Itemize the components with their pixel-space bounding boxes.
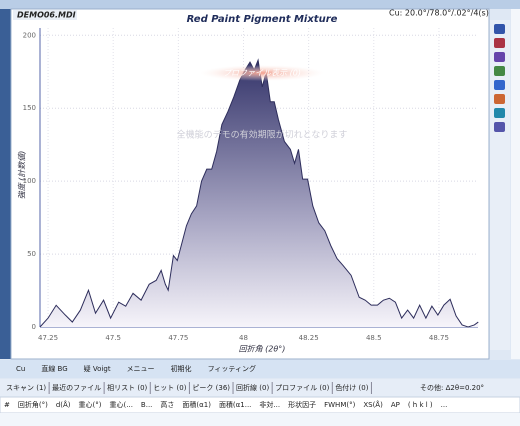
status: Cu: 20.0°/78.0°/.02°/4(s)	[389, 9, 489, 18]
top-bar	[0, 0, 520, 9]
column-header[interactable]: d(Å)	[56, 400, 71, 409]
column-header[interactable]: 高さ	[160, 400, 174, 409]
tab[interactable]: ヒット (0)	[153, 384, 186, 392]
toolbar-button[interactable]: フィッティング	[208, 364, 256, 373]
file-tab[interactable]	[13, 10, 77, 20]
column-header[interactable]: 面積(α1...	[219, 400, 251, 409]
column-header[interactable]: 回折角(°)	[18, 400, 48, 409]
fit-toolbar	[0, 360, 520, 378]
x-tick-label: 48	[239, 334, 248, 342]
x-tick-label: 47.75	[168, 334, 188, 342]
file-tab-label: DEMO06.MDI	[17, 11, 76, 20]
x-tick-label: 47.25	[38, 334, 58, 342]
column-header[interactable]: 面積(α1)	[182, 400, 211, 409]
tab[interactable]: 色付け (0)	[335, 383, 368, 392]
area	[40, 60, 479, 328]
column-header[interactable]: 形状因子	[288, 400, 316, 409]
toolbar-button[interactable]: 初期化	[171, 364, 192, 373]
column-header[interactable]: ( h k l )	[408, 401, 433, 409]
tool-icon[interactable]	[494, 80, 505, 90]
side-list	[511, 9, 520, 359]
column-header[interactable]: ...	[441, 401, 448, 409]
column-header[interactable]: #	[4, 401, 10, 409]
toolbar-button[interactable]: Cu	[16, 365, 25, 373]
x-tick-label: 48.25	[299, 334, 319, 342]
chart-title: Red Paint Pigment Mixture	[187, 14, 338, 25]
left-strip	[0, 9, 11, 359]
column-header[interactable]: 重心(...	[110, 401, 133, 409]
column-header[interactable]: 重心(°)	[79, 401, 102, 409]
annotation-glow	[200, 65, 324, 81]
x-tick-label: 47.5	[105, 334, 121, 342]
y-axis-label: 強度 (計数値)	[18, 151, 27, 200]
toolbar-button[interactable]: メニュー	[127, 365, 155, 373]
tab[interactable]: スキャン (1)	[6, 384, 46, 392]
tab[interactable]: プロファイル (0)	[275, 384, 329, 392]
tool-icon[interactable]	[494, 94, 505, 104]
tab[interactable]: 回折線 (0)	[236, 383, 269, 392]
toolbar-button[interactable]: 直線 BG	[41, 364, 67, 373]
annotation: 全機能のデモの有効期限が切れとなります	[177, 129, 348, 141]
y-tick-label: 0	[32, 323, 36, 331]
tool-icon[interactable]	[494, 52, 505, 62]
tool-icon[interactable]	[494, 108, 505, 118]
tab[interactable]: 相リスト (0)	[107, 383, 147, 392]
y-tick-label: 100	[23, 177, 36, 185]
column-header[interactable]: XS(Å)	[363, 400, 383, 409]
tool-icon[interactable]	[494, 24, 505, 34]
tabs-info: その他: Δ2θ=0.20°	[420, 383, 484, 392]
tool-icon[interactable]	[494, 66, 505, 76]
annotation: プロファイル表示 (0)	[223, 69, 301, 78]
column-header[interactable]: 非対...	[259, 400, 280, 409]
column-header[interactable]: FWHM(°)	[324, 401, 355, 409]
x-tick-label: 48.5	[366, 334, 382, 342]
tab-bar	[0, 379, 520, 397]
x-tick-label: 48.75	[429, 334, 449, 342]
table-body	[0, 413, 520, 426]
y-tick-label: 50	[27, 250, 36, 258]
tool-icon[interactable]	[494, 38, 505, 48]
tool-icon[interactable]	[494, 122, 505, 132]
tab[interactable]: ピーク (36)	[192, 384, 230, 392]
x-axis-label: 回折角 (2θ°)	[239, 345, 286, 354]
y-tick-label: 200	[23, 31, 36, 39]
tab[interactable]: 最近のファイル	[52, 383, 101, 392]
column-header[interactable]: B...	[141, 401, 152, 409]
column-header[interactable]: AP	[391, 401, 400, 409]
toolbar-button[interactable]: 疑 Voigt	[84, 364, 111, 373]
y-tick-label: 150	[23, 104, 36, 112]
